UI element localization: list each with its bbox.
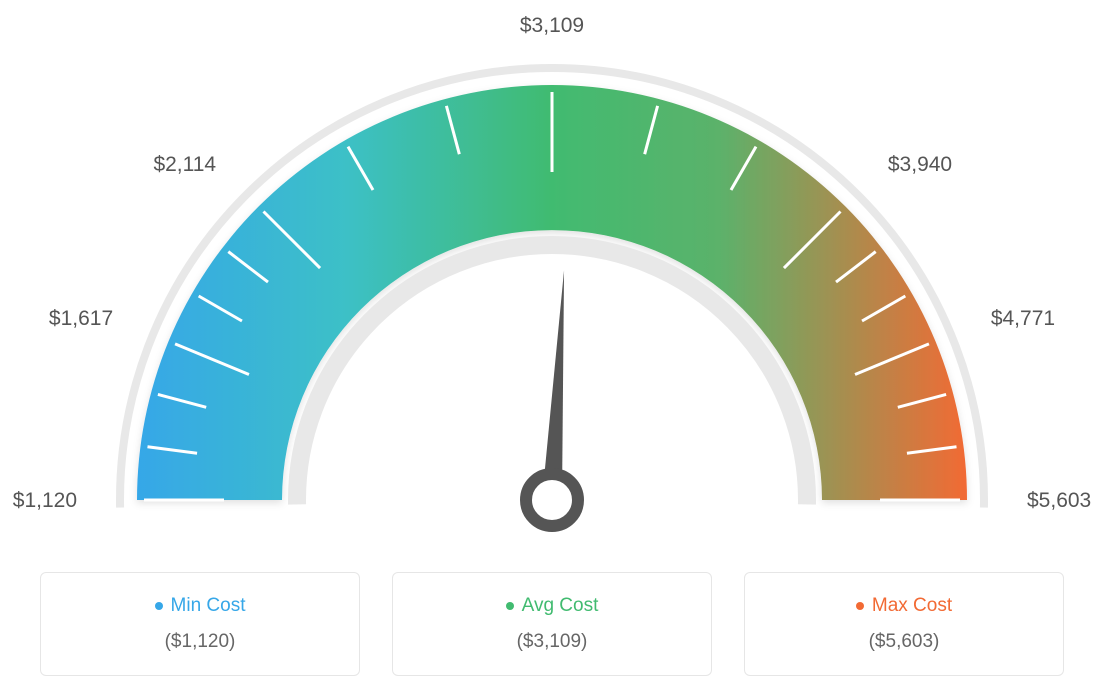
dot-icon xyxy=(856,602,864,610)
legend-label-text: Max Cost xyxy=(872,595,952,616)
svg-text:$3,109: $3,109 xyxy=(520,14,584,37)
gauge-svg: $1,120 $1,617 $2,114 $3,109 $3,940 $4,771 $5,6… xyxy=(0,0,1104,560)
gauge-chart: $1,120 $1,617 $2,114 $3,109 $3,940 $4,771 $5,6… xyxy=(0,0,1104,560)
legend-card-min: Min Cost ($1,120) xyxy=(40,572,360,676)
legend-label-max: Max Cost xyxy=(755,595,1053,617)
legend-value-min: ($1,120) xyxy=(51,631,349,653)
svg-text:$5,603: $5,603 xyxy=(1027,489,1091,512)
legend-label-min: Min Cost xyxy=(51,595,349,617)
legend-value-max: ($5,603) xyxy=(755,631,1053,653)
legend-value-avg: ($3,109) xyxy=(403,631,701,653)
legend-card-avg: Avg Cost ($3,109) xyxy=(392,572,712,676)
svg-text:$2,114: $2,114 xyxy=(153,153,216,176)
svg-text:$1,120: $1,120 xyxy=(13,489,77,512)
legend-label-text: Min Cost xyxy=(171,595,246,616)
legend-label-avg: Avg Cost xyxy=(403,595,701,617)
svg-text:$3,940: $3,940 xyxy=(888,153,952,176)
legend-row: Min Cost ($1,120) Avg Cost ($3,109) Max … xyxy=(0,560,1104,700)
legend-label-text: Avg Cost xyxy=(522,595,599,616)
legend-card-max: Max Cost ($5,603) xyxy=(744,572,1064,676)
dot-icon xyxy=(155,602,163,610)
dot-icon xyxy=(506,602,514,610)
svg-text:$4,771: $4,771 xyxy=(991,307,1055,330)
svg-text:$1,617: $1,617 xyxy=(49,307,113,330)
